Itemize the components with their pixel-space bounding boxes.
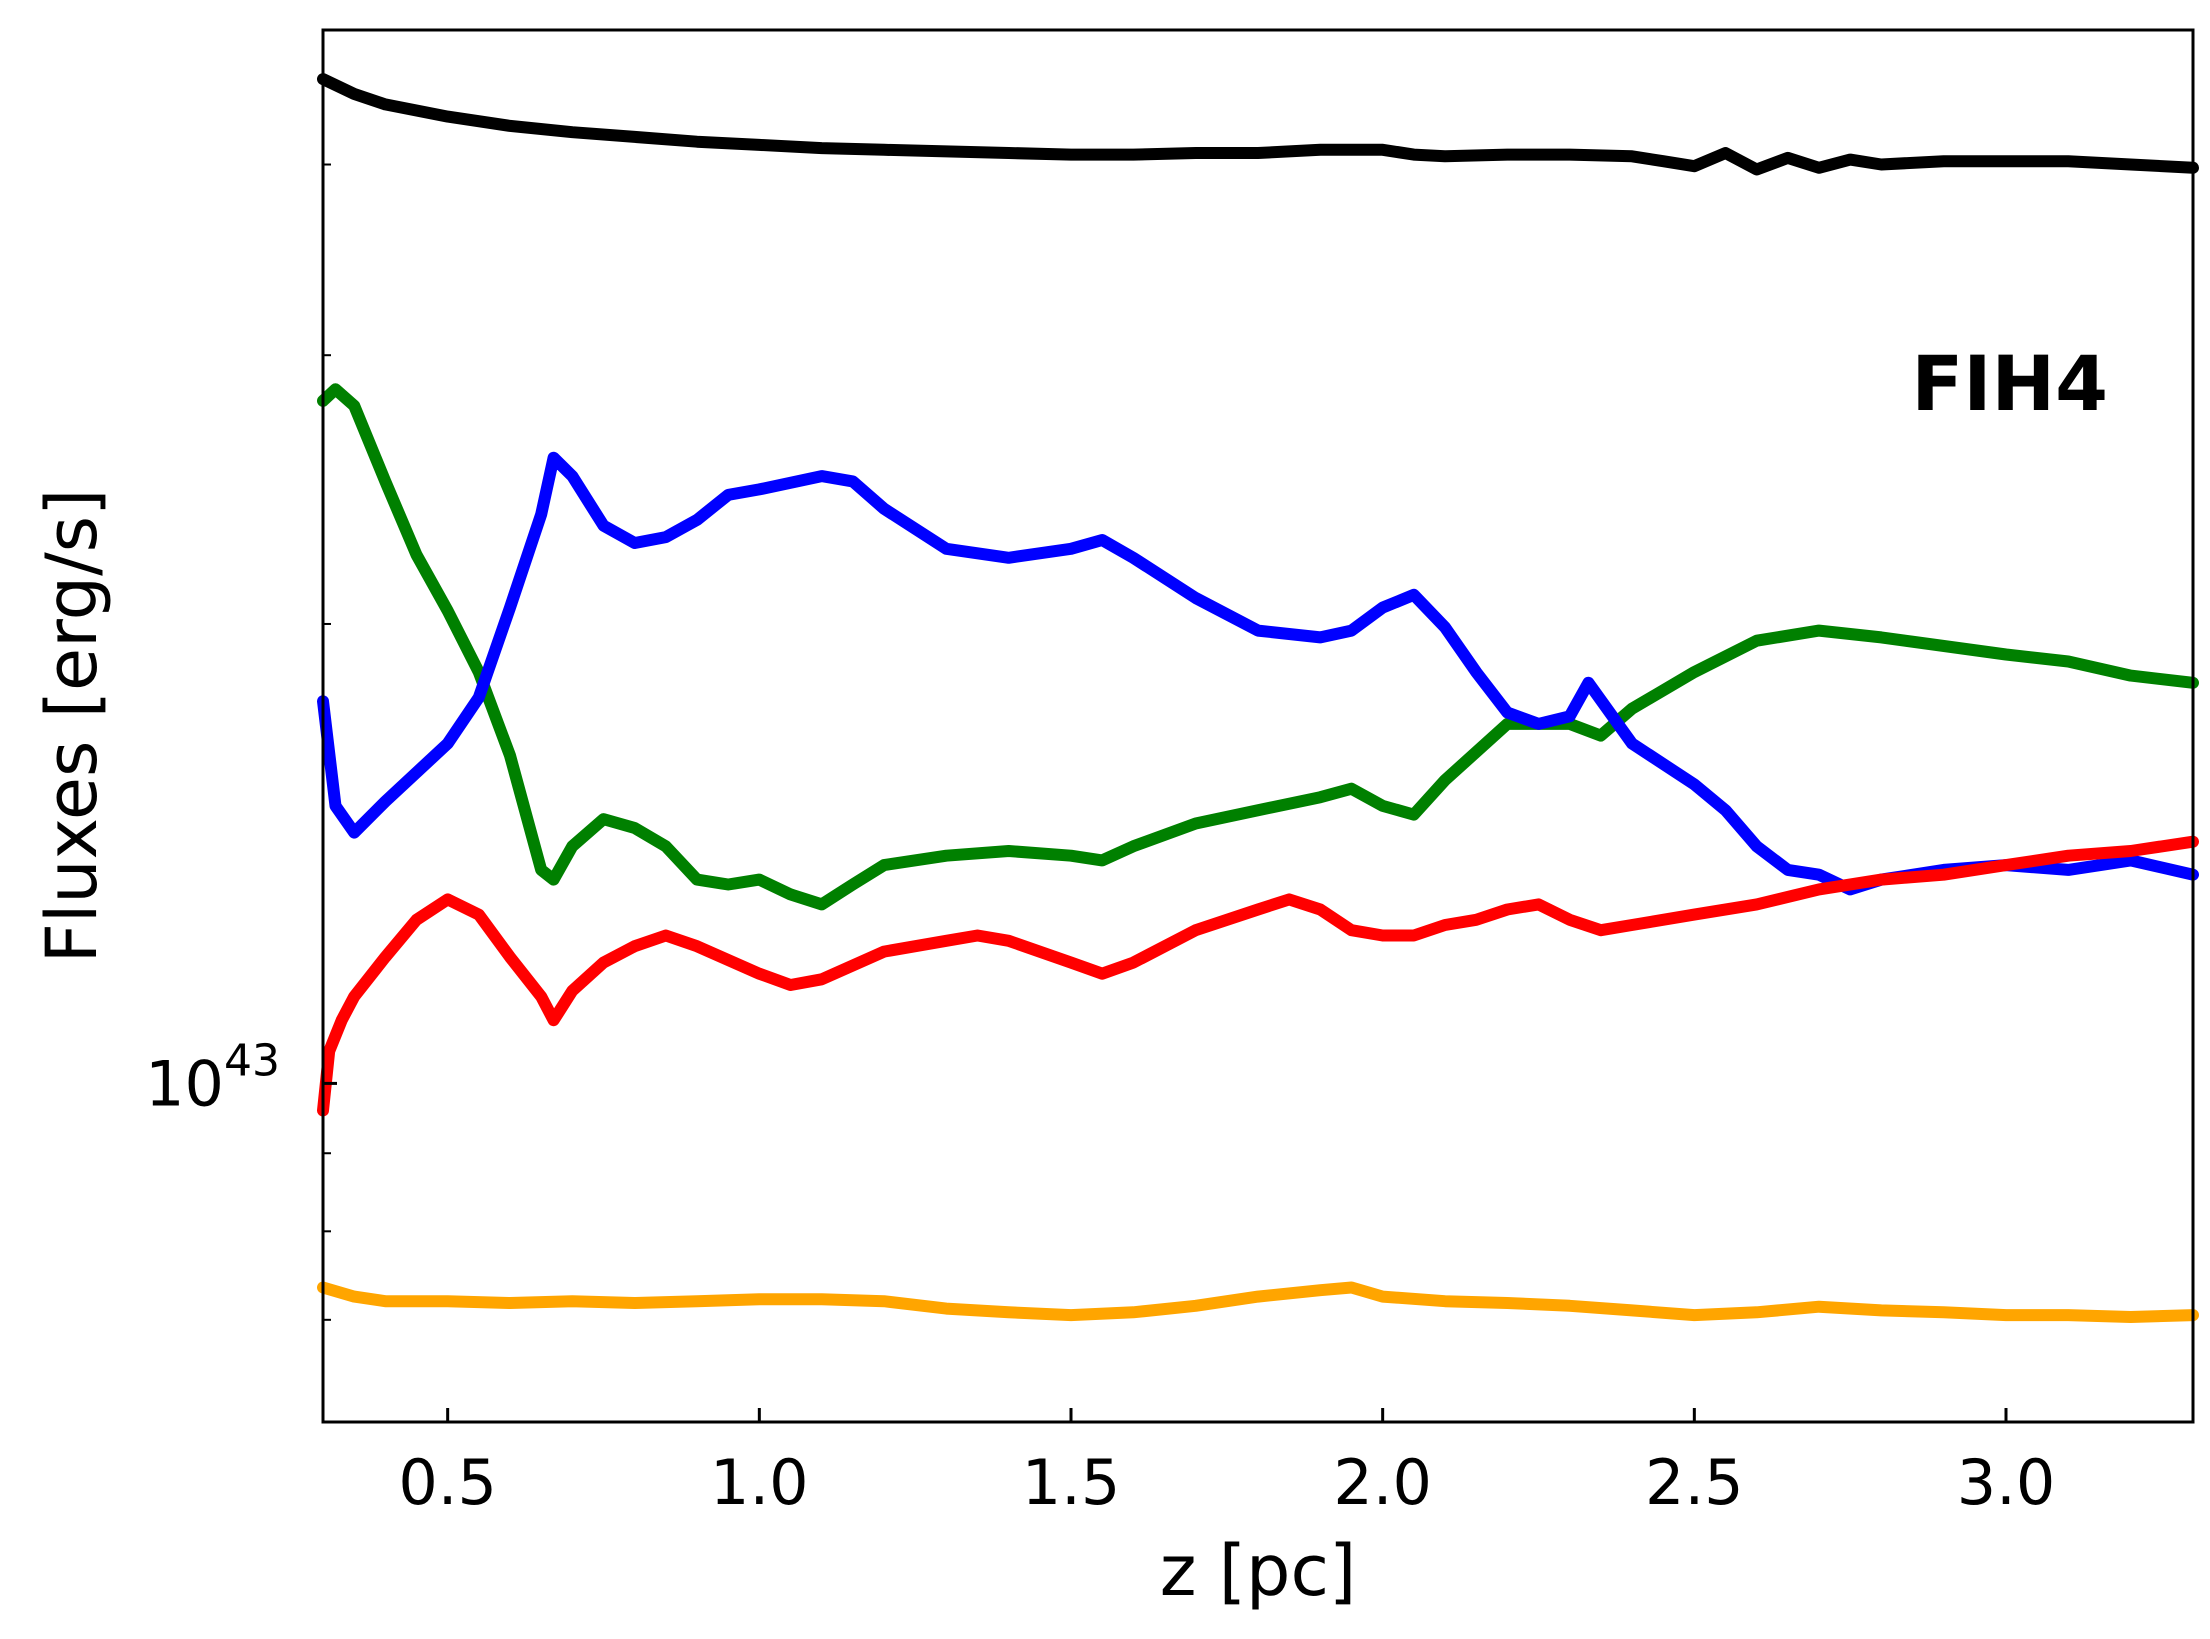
x-tick-label: 1.5 <box>1022 1446 1121 1519</box>
x-tick-label: 3.0 <box>1957 1446 2056 1519</box>
series-line-orange <box>317 1281 2199 1323</box>
x-axis-ticks: 0.5 1.0 1.5 2.0 2.5 3.0 <box>398 1408 2055 1519</box>
series-line-green <box>317 383 2199 911</box>
series-layer <box>317 73 2199 1323</box>
series-line-red <box>317 835 2199 1117</box>
y-tick-label-base: 10 <box>145 1047 224 1120</box>
series-line-black <box>317 73 2199 176</box>
plot-frame <box>321 28 2195 1424</box>
x-tick-label: 2.5 <box>1645 1446 1744 1519</box>
x-tick-label: 2.0 <box>1333 1446 1432 1519</box>
y-tick-label: 1043 <box>145 1035 280 1120</box>
y-axis-ticks: 1043 <box>145 163 337 1321</box>
x-tick-label: 0.5 <box>398 1446 497 1519</box>
y-tick-label-exponent: 43 <box>224 1035 280 1086</box>
y-axis-label: Fluxes [erg/s] <box>31 489 113 964</box>
x-axis-label: z [pc] <box>1160 1530 1357 1612</box>
x-tick-label: 1.0 <box>710 1446 809 1519</box>
series-line-blue <box>317 451 2199 896</box>
run-label-fih4: FIH4 <box>1911 339 2108 428</box>
